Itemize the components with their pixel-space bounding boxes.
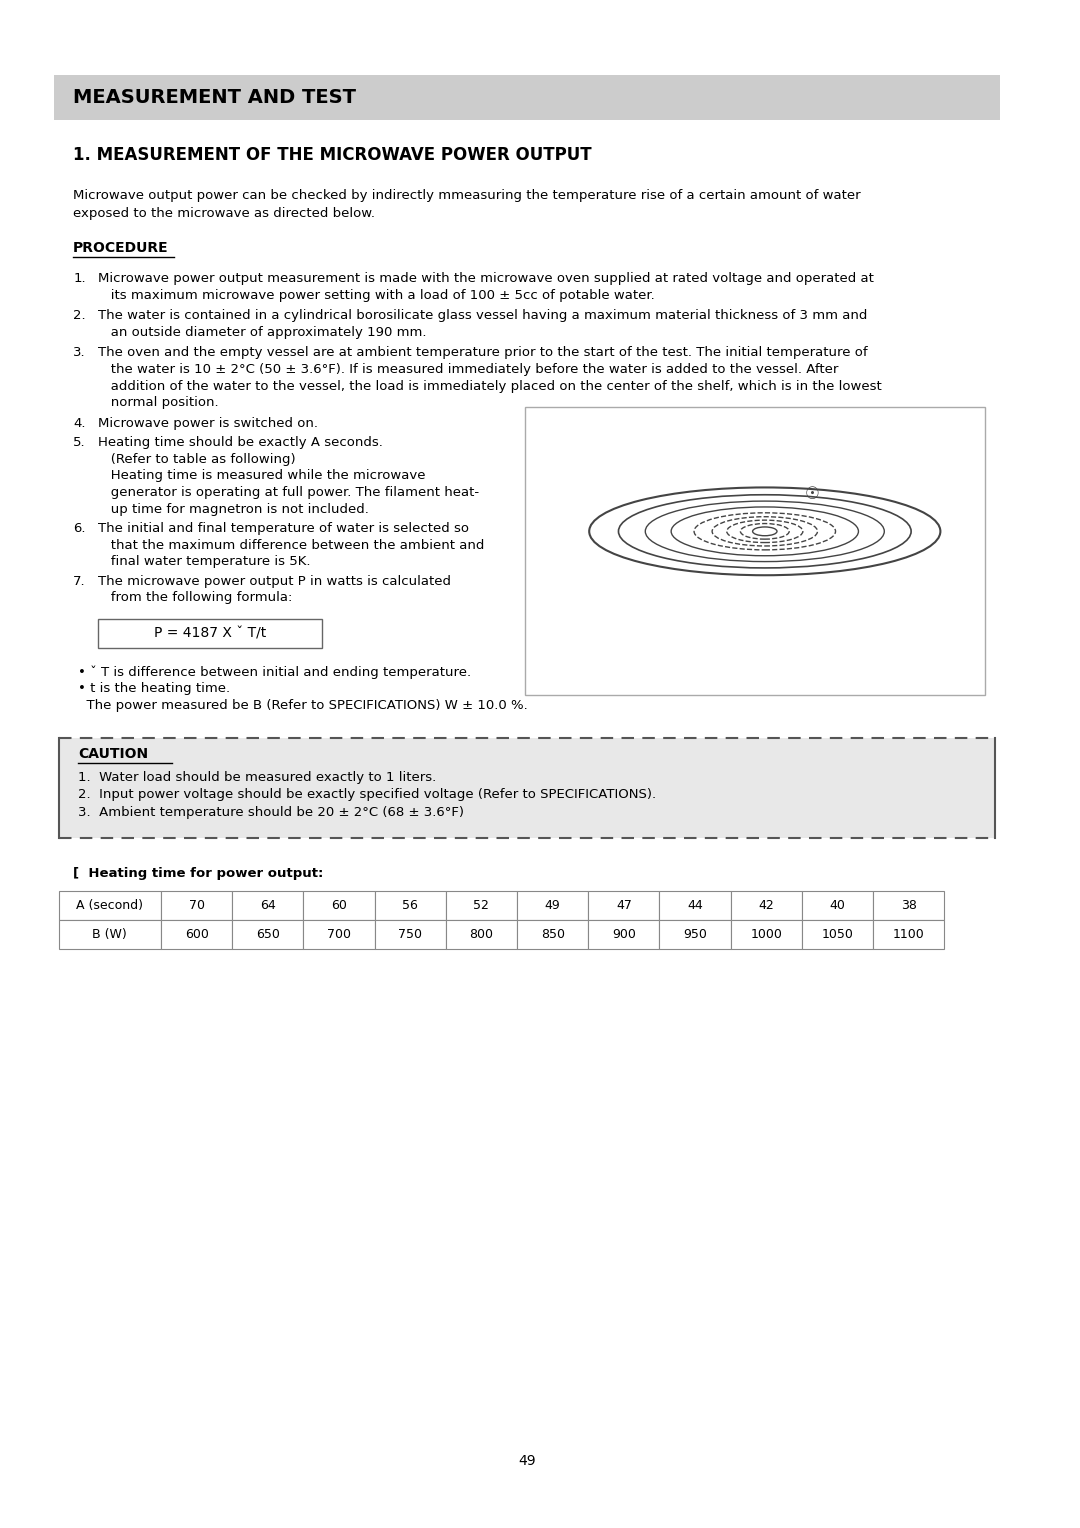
FancyBboxPatch shape [731,920,801,949]
Text: normal position.: normal position. [97,396,218,410]
Text: A (second): A (second) [77,898,144,912]
FancyBboxPatch shape [58,738,995,839]
FancyBboxPatch shape [303,891,375,920]
Text: 2.  Input power voltage should be exactly specified voltage (Refer to SPECIFICAT: 2. Input power voltage should be exactly… [78,788,657,801]
Text: The power measured be B (Refer to SPECIFICATIONS) W ± 10.0 %.: The power measured be B (Refer to SPECIF… [78,698,528,712]
Text: 47: 47 [616,898,632,912]
Text: P = 4187 X ˇ T/t: P = 4187 X ˇ T/t [153,626,266,640]
FancyBboxPatch shape [58,891,161,920]
Text: Microwave power is switched on.: Microwave power is switched on. [97,417,318,429]
Text: 4.: 4. [73,417,85,429]
Text: 64: 64 [260,898,275,912]
Text: 1.  Water load should be measured exactly to 1 liters.: 1. Water load should be measured exactly… [78,770,436,784]
Text: 38: 38 [901,898,917,912]
Text: 6.: 6. [73,523,85,535]
Text: 70: 70 [189,898,204,912]
Text: [  Heating time for power output:: [ Heating time for power output: [73,868,324,880]
Text: Heating time is measured while the microwave: Heating time is measured while the micro… [97,469,426,483]
FancyBboxPatch shape [525,406,985,695]
FancyBboxPatch shape [801,891,873,920]
Text: that the maximum difference between the ambient and: that the maximum difference between the … [97,539,484,552]
FancyBboxPatch shape [375,891,446,920]
Text: • t is the heating time.: • t is the heating time. [78,681,230,695]
FancyBboxPatch shape [303,920,375,949]
Text: 5.: 5. [73,435,85,449]
Text: 750: 750 [399,927,422,941]
Text: final water temperature is 5K.: final water temperature is 5K. [97,555,310,568]
Text: 49: 49 [518,1453,536,1467]
FancyBboxPatch shape [446,920,517,949]
FancyBboxPatch shape [161,891,232,920]
Text: CAUTION: CAUTION [78,747,148,761]
Text: 1000: 1000 [751,927,782,941]
Text: Heating time should be exactly A seconds.: Heating time should be exactly A seconds… [97,435,382,449]
Text: 40: 40 [829,898,846,912]
FancyBboxPatch shape [589,891,660,920]
Text: Microwave power output measurement is made with the microwave oven supplied at r: Microwave power output measurement is ma… [97,272,874,286]
FancyBboxPatch shape [58,920,161,949]
Text: The oven and the empty vessel are at ambient temperature prior to the start of t: The oven and the empty vessel are at amb… [97,347,867,359]
FancyBboxPatch shape [232,920,303,949]
Text: up time for magnetron is not included.: up time for magnetron is not included. [97,503,368,515]
FancyBboxPatch shape [517,920,589,949]
Text: 600: 600 [185,927,208,941]
Text: B (W): B (W) [93,927,127,941]
FancyBboxPatch shape [446,891,517,920]
Text: 49: 49 [544,898,561,912]
Text: The microwave power output P in watts is calculated: The microwave power output P in watts is… [97,575,450,588]
FancyBboxPatch shape [873,920,944,949]
Text: • ˇ T is difference between initial and ending temperature.: • ˇ T is difference between initial and … [78,666,471,678]
Text: 42: 42 [758,898,774,912]
Text: 850: 850 [541,927,565,941]
Text: 60: 60 [332,898,347,912]
FancyBboxPatch shape [731,891,801,920]
Text: addition of the water to the vessel, the load is immediately placed on the cente: addition of the water to the vessel, the… [97,379,881,393]
Text: 2.: 2. [73,309,85,322]
Text: 3.: 3. [73,347,85,359]
Text: 950: 950 [684,927,707,941]
FancyBboxPatch shape [375,920,446,949]
Text: MEASUREMENT AND TEST: MEASUREMENT AND TEST [73,89,356,107]
FancyBboxPatch shape [873,891,944,920]
Text: 7.: 7. [73,575,85,588]
FancyBboxPatch shape [232,891,303,920]
FancyBboxPatch shape [589,920,660,949]
Text: from the following formula:: from the following formula: [97,591,292,605]
Text: exposed to the microwave as directed below.: exposed to the microwave as directed bel… [73,206,375,220]
Text: its maximum microwave power setting with a load of 100 ± 5cc of potable water.: its maximum microwave power setting with… [97,289,654,303]
FancyBboxPatch shape [54,75,1000,121]
Text: Microwave output power can be checked by indirectly mmeasuring the temperature r: Microwave output power can be checked by… [73,189,861,202]
Text: The water is contained in a cylindrical borosilicate glass vessel having a maxim: The water is contained in a cylindrical … [97,309,867,322]
Text: 3.  Ambient temperature should be 20 ± 2°C (68 ± 3.6°F): 3. Ambient temperature should be 20 ± 2°… [78,805,464,819]
Text: 1050: 1050 [822,927,853,941]
Text: 800: 800 [470,927,494,941]
Text: 1.: 1. [73,272,85,286]
Text: 900: 900 [612,927,636,941]
FancyBboxPatch shape [97,619,322,648]
Text: PROCEDURE: PROCEDURE [73,241,168,255]
FancyBboxPatch shape [660,920,731,949]
FancyBboxPatch shape [660,891,731,920]
FancyBboxPatch shape [801,920,873,949]
FancyBboxPatch shape [161,920,232,949]
Text: 1. MEASUREMENT OF THE MICROWAVE POWER OUTPUT: 1. MEASUREMENT OF THE MICROWAVE POWER OU… [73,145,592,163]
Text: 1100: 1100 [893,927,924,941]
Text: ☉: ☉ [805,486,819,503]
Text: generator is operating at full power. The filament heat-: generator is operating at full power. Th… [97,486,478,500]
Text: The initial and final temperature of water is selected so: The initial and final temperature of wat… [97,523,469,535]
Text: 52: 52 [473,898,489,912]
Text: an outside diameter of approximately 190 mm.: an outside diameter of approximately 190… [97,325,426,339]
FancyBboxPatch shape [517,891,589,920]
Text: the water is 10 ± 2°C (50 ± 3.6°F). If is measured immediately before the water : the water is 10 ± 2°C (50 ± 3.6°F). If i… [97,364,838,376]
Text: 700: 700 [327,927,351,941]
Text: 56: 56 [402,898,418,912]
Text: 650: 650 [256,927,280,941]
Text: 44: 44 [687,898,703,912]
Text: (Refer to table as following): (Refer to table as following) [97,452,295,466]
